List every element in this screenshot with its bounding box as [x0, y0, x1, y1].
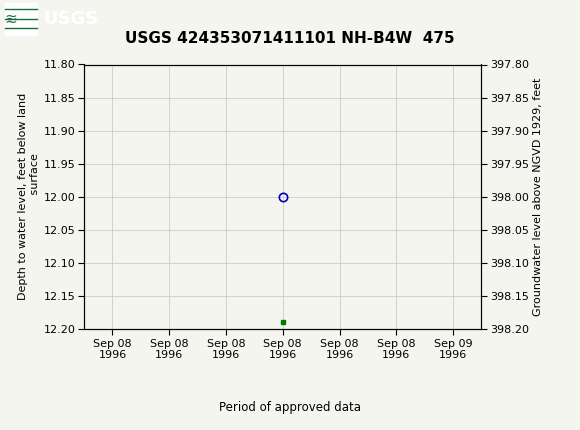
Text: Period of approved data: Period of approved data	[219, 401, 361, 414]
Y-axis label: Depth to water level, feet below land
             surface: Depth to water level, feet below land su…	[18, 93, 39, 300]
Text: ≋: ≋	[5, 12, 17, 26]
Text: USGS 424353071411101 NH-B4W  475: USGS 424353071411101 NH-B4W 475	[125, 31, 455, 46]
Bar	[5, 3, 37, 35]
Text: USGS: USGS	[44, 10, 99, 28]
Y-axis label: Groundwater level above NGVD 1929, feet: Groundwater level above NGVD 1929, feet	[533, 77, 543, 316]
